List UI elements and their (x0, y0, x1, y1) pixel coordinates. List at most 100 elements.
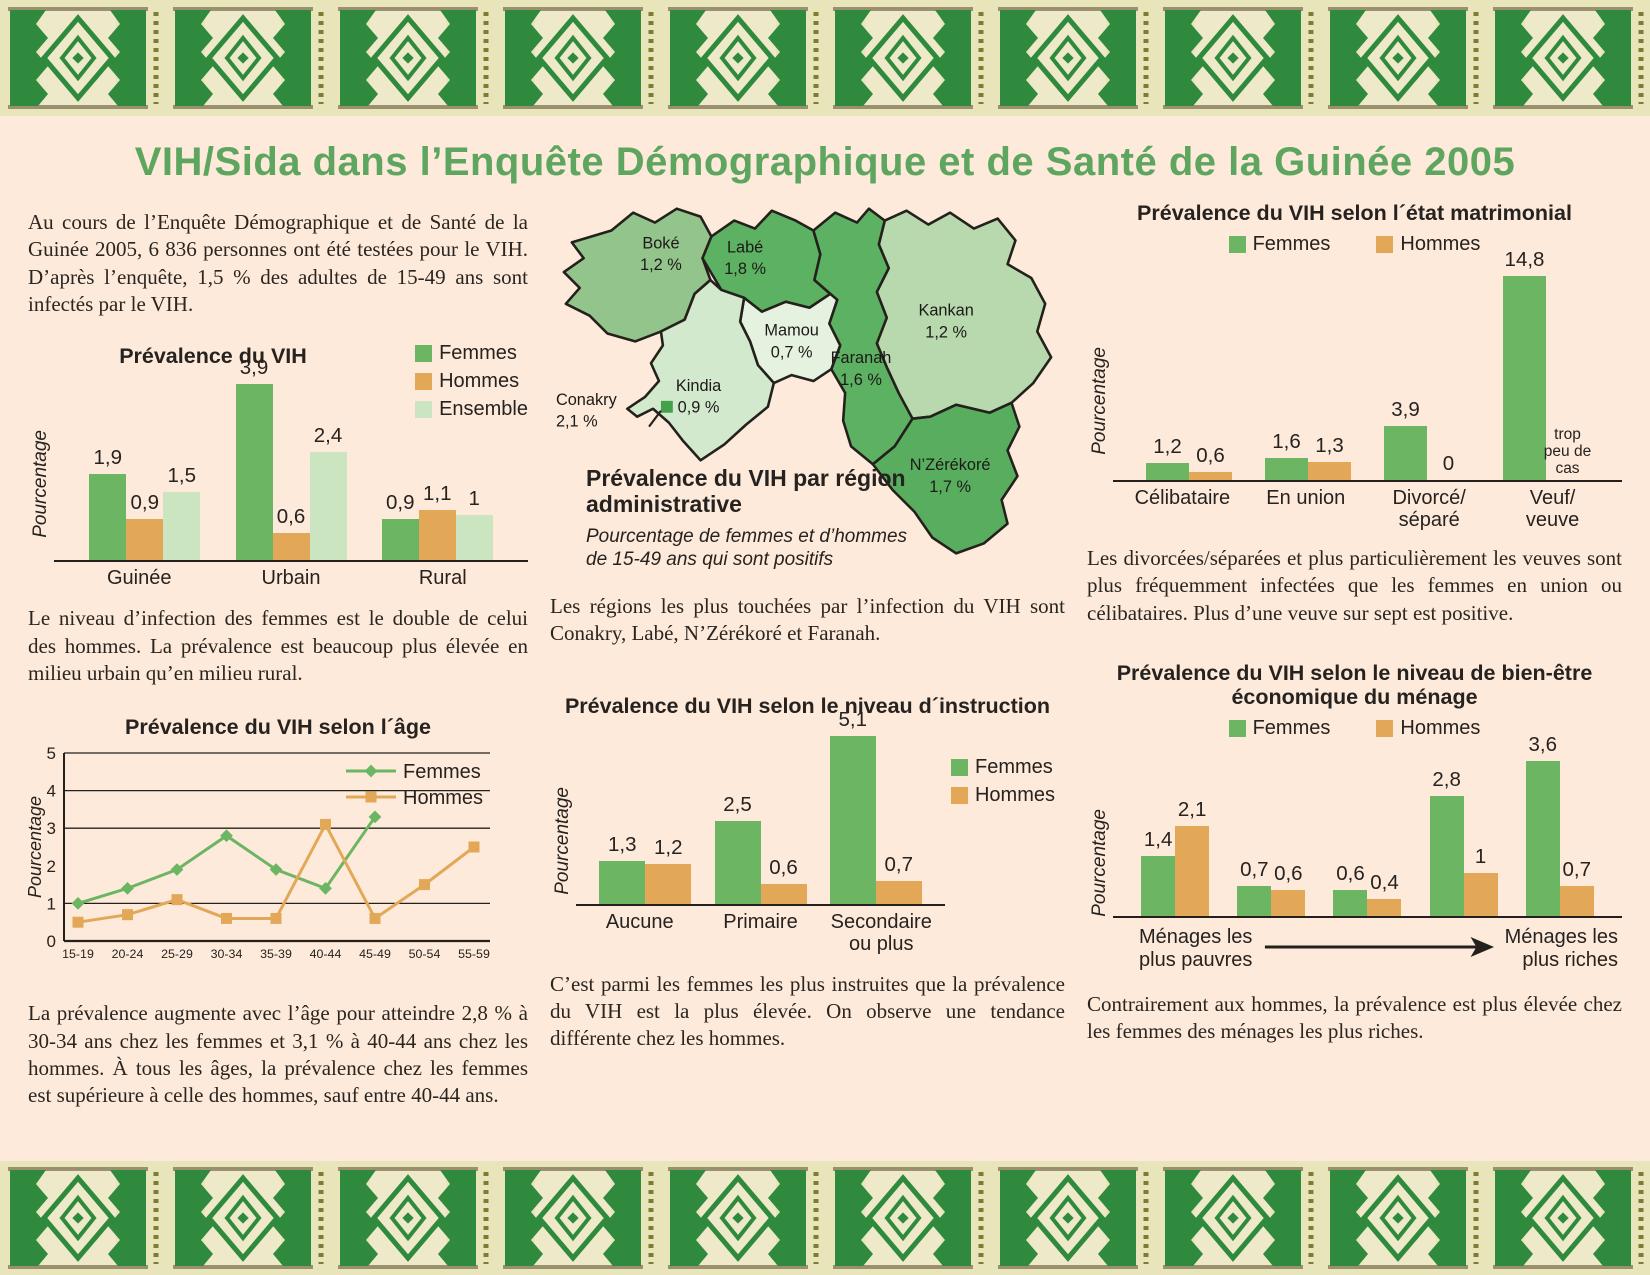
bar-value-label: 2,4 (313, 424, 343, 448)
guinea-map-block: Boké 1,2 % Labé 1,8 % Mamou 0,7 % Kindia 0,9 % F… (550, 195, 1065, 589)
y-axis-label: Pourcentage (30, 429, 51, 538)
richest-households-label: Ménages les plus riches (1504, 926, 1618, 971)
bar-slot: 0,7 (1237, 858, 1272, 917)
bar-group: 1,6 1,3 (1265, 430, 1351, 481)
category-labels: Célibataire En union Divorcé/ séparé Veuf/ … (1113, 487, 1622, 531)
legend-item-hommes: Hommes (415, 370, 528, 393)
bar-value-label: 0,6 (769, 855, 798, 879)
region-kindia (625, 278, 776, 462)
category-label: Divorcé/ séparé (1392, 487, 1466, 532)
bar-group: 2,5 0,6 (714, 793, 807, 904)
map-value-boke: 1,2 % (640, 256, 682, 274)
bar-slot: 3,9 (235, 356, 273, 561)
diamond-marker (364, 764, 378, 778)
legend-label: Hommes (974, 783, 1055, 806)
bar-group: 14,8 trop peu de cas (1503, 248, 1591, 481)
decorative-border-bottom (0, 1161, 1650, 1275)
bar-slot: 2,8 (1429, 768, 1464, 917)
map-heading: Prévalence du VIH par région administrat… (586, 465, 916, 571)
bar-ensemble (309, 452, 347, 561)
bar-value-label: 14,8 (1504, 248, 1545, 272)
legend-label: Femmes (403, 761, 481, 783)
plot-area: 1,4 2,1 0,7 0,6 0,6 0,4 2,8 1 3,6 0,7 (1113, 733, 1622, 919)
square-marker (72, 916, 84, 928)
bar-value-label: 5,1 (838, 707, 868, 731)
bar-slot: 0,6 (272, 505, 310, 561)
bar-femmes (1141, 856, 1176, 917)
diamond-marker (121, 882, 134, 895)
marital-comment-text: Les divorcées/séparées et plus particuli… (1087, 546, 1622, 625)
chart-legend: Femmes Hommes Ensemble (415, 342, 528, 421)
bar-femmes (599, 860, 646, 904)
middle-column: Boké 1,2 % Labé 1,8 % Mamou 0,7 % Kindia 0,9 % F… (550, 187, 1065, 1053)
bar-hommes (1463, 873, 1498, 917)
education-comment-text: C’est parmi les femmes les plus instruit… (550, 971, 1065, 1051)
guinea-choropleth-map: Boké 1,2 % Labé 1,8 % Mamou 0,7 % Kindia 0,9 % F… (556, 207, 1053, 555)
legend-item-ensemble: Ensemble (415, 398, 528, 421)
y-tick-label: 5 (47, 745, 56, 763)
bar-slot: 0,4 (1367, 871, 1402, 917)
poorest-households-label: Ménages les plus pauvres (1139, 926, 1253, 971)
age-comment-text: La prévalence augmente avec l’âge pour a… (28, 1001, 528, 1108)
bar-group: 2,8 1 (1429, 768, 1498, 917)
square-marker (122, 909, 133, 921)
page-title: VIH/Sida dans l’Enquête Démographique et… (134, 140, 1516, 184)
category-label: Urbain (261, 567, 321, 590)
bar-value-label: 1,1 (423, 482, 452, 506)
line-chart-canvas: 0 1 2 3 4 5 Pourcentage 15-19 20-24 25-29 30-34 35-… (25, 744, 528, 992)
legend-label: Hommes (1400, 717, 1481, 740)
chart-legend: Femmes Hommes (1087, 717, 1622, 740)
plot-area: 1,2 0,6 1,6 1,3 3,9 0 14,8 trop peu de cas (1113, 248, 1622, 483)
legend-label: Femmes (1252, 233, 1331, 256)
square-marker (468, 841, 480, 853)
bar-value-label: 0,7 (1240, 858, 1269, 882)
chart-legend: Femmes Hommes (1087, 233, 1622, 256)
bar-value-label: 0,6 (276, 505, 306, 529)
category-labels: Guinée Urbain Rural (54, 567, 528, 589)
bar-value-label: 0,9 (386, 491, 415, 515)
legend-item-hommes: Hommes (950, 783, 1055, 807)
square-marker (221, 913, 232, 925)
category-labels: Aucune Primaire Secondaire ou plus (576, 911, 945, 955)
bar-slot: 1,4 (1141, 828, 1176, 917)
bar-value-label: 3,9 (239, 356, 269, 380)
bar-hommes (1559, 886, 1594, 917)
bar-hommes (126, 519, 164, 561)
chart-title: Prévalence du VIH selon le niveau de bie… (1116, 660, 1593, 710)
bar-slot: 1,3 (1308, 434, 1351, 481)
legend-item-femmes: Femmes (1228, 717, 1330, 740)
three-column-layout: Au cours de l’Enquête Démographique et d… (0, 187, 1650, 1109)
bar-slot: 1,5 (163, 464, 201, 561)
category-label: Primaire (723, 910, 798, 933)
bar-slot: 2,1 (1175, 798, 1210, 917)
map-value-kindia: 0,9 % (678, 399, 720, 417)
bar-slot: 0,6 (760, 856, 807, 904)
bar-slot: 1 (455, 487, 493, 561)
bar-value-label: 1,5 (167, 464, 197, 488)
chart-legend: Femmes Hommes (950, 756, 1055, 807)
bar-value-label: 0,6 (1196, 444, 1225, 468)
y-axis-label: Pourcentage (1089, 808, 1110, 917)
bar-slot: 0,9 (381, 491, 419, 561)
chart-title: Prévalence du VIH selon l´état matrimoni… (1137, 201, 1572, 225)
bar-slot: 0,7 (875, 853, 922, 904)
bar-femmes (1333, 890, 1368, 917)
bar-slot: 0,6 (1189, 444, 1232, 481)
map-value-nzerekore: 1,7 % (929, 478, 971, 496)
legend-label: Ensemble (439, 398, 528, 421)
map-label-nzerekore: N’Zérékoré (910, 456, 991, 474)
bar-value-label: 1,3 (608, 832, 637, 856)
kente-pattern-top (0, 0, 1650, 116)
bar-ensemble (163, 492, 201, 561)
bar-value-label: 1,2 (1153, 435, 1182, 459)
bar-hommes (1175, 826, 1210, 917)
category-label: Veuf/ veuve (1525, 487, 1580, 532)
conakry-leader-line (648, 410, 662, 428)
bar-group: 3,6 0,7 (1525, 733, 1594, 917)
plot-area: 1,3 1,2 2,5 0,6 5,1 0,7 (576, 708, 945, 906)
bar-slot: 2,4 (309, 424, 347, 561)
bar-femmes (1237, 886, 1272, 917)
x-tick-label: 40-44 (310, 947, 342, 961)
legend-swatch (1228, 236, 1246, 254)
bar-slot: 1 (1463, 845, 1498, 917)
